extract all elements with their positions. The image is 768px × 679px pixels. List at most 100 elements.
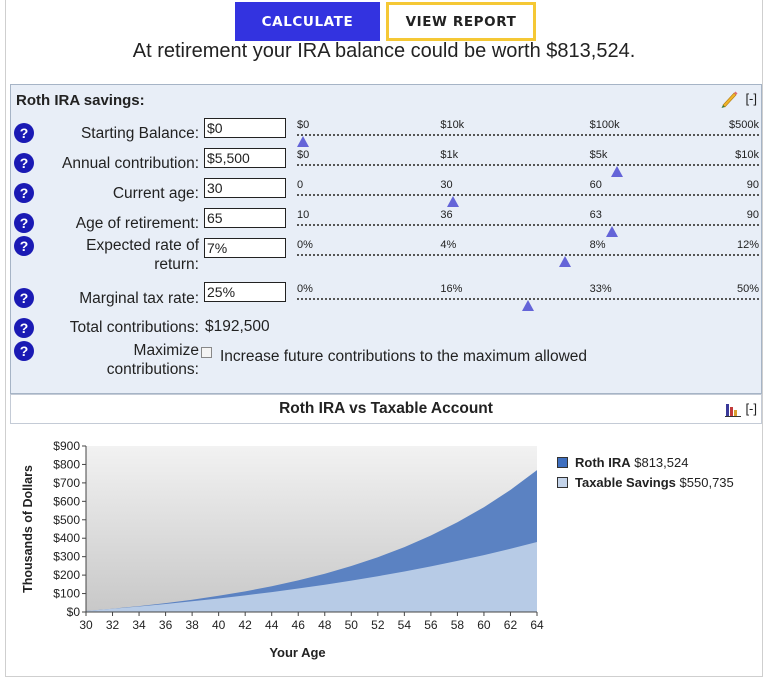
rate-of-return-label-line2: return:: [154, 256, 199, 273]
slider-tick-label: 0%: [297, 283, 313, 295]
starting-balance-input[interactable]: $0: [204, 118, 286, 138]
x-tick-label: 36: [159, 618, 173, 632]
result-headline: At retirement your IRA balance could be …: [132, 40, 636, 62]
y-tick-label: $300: [53, 550, 80, 564]
x-tick-label: 46: [292, 618, 306, 632]
help-current-age-icon[interactable]: ?: [14, 183, 34, 203]
slider-tick-label: $10k: [440, 119, 465, 131]
slider-thumb[interactable]: [522, 300, 534, 311]
starting-balance-label: Starting Balance:: [80, 125, 199, 142]
slider-tick-label: $100k: [589, 119, 620, 131]
slider-thumb[interactable]: [297, 136, 309, 147]
x-axis-label: Your Age: [269, 645, 325, 660]
maximize-checkbox[interactable]: [201, 347, 212, 358]
chart-section-title: Roth IRA vs Taxable Account: [279, 400, 493, 417]
y-tick-label: $800: [53, 457, 80, 471]
help-rate-of-return-icon[interactable]: ?: [14, 236, 34, 256]
rate-of-return-input[interactable]: 7%: [204, 238, 286, 258]
maximize-label: Maximize contributions:: [107, 341, 199, 379]
slider-tick-label: 0%: [297, 239, 313, 251]
slider-track: [297, 194, 759, 196]
slider-tick-label: 33%: [589, 283, 612, 295]
calculator-frame: [5, 0, 763, 677]
maximize-label-line1: Maximize: [133, 342, 199, 359]
y-tick-label: $600: [53, 494, 80, 508]
y-tick-label: $500: [53, 513, 80, 527]
maximize-description: Increase future contributions to the max…: [220, 348, 588, 365]
x-tick-label: 54: [398, 618, 412, 632]
annual-contribution-label: Annual contribution:: [61, 155, 199, 172]
x-tick-label: 32: [106, 618, 120, 632]
slider-tick-label: 12%: [736, 239, 759, 251]
help-maximize-icon[interactable]: ?: [14, 341, 34, 361]
help-retirement-age-icon[interactable]: ?: [14, 213, 34, 233]
legend-swatch: [557, 477, 568, 488]
starting-balance-slider[interactable]: $0 $10k $100k $500k: [297, 119, 759, 149]
x-tick-label: 50: [345, 618, 359, 632]
slider-track: [297, 254, 759, 256]
y-tick-label: $900: [53, 439, 80, 453]
retirement-age-input[interactable]: 65: [204, 208, 286, 228]
x-tick-label: 48: [318, 618, 332, 632]
y-tick-label: $0: [67, 605, 81, 619]
x-tick-label: 38: [185, 618, 199, 632]
slider-tick-label: 90: [746, 209, 759, 221]
retirement-age-slider[interactable]: 10 36 63 90: [297, 209, 759, 239]
slider-tick-label: $10k: [735, 149, 759, 161]
x-tick-label: 40: [212, 618, 226, 632]
legend-series-name: Taxable Savings: [575, 475, 676, 490]
x-tick-label: 64: [530, 618, 544, 632]
help-annual-contribution-icon[interactable]: ?: [14, 153, 34, 173]
y-tick-label: $400: [53, 531, 80, 545]
annual-contribution-slider[interactable]: $0 $1k $5k $10k: [297, 149, 759, 179]
slider-track: [297, 298, 759, 300]
roth-ira-savings-panel: Roth IRA savings: [-] ? Starting Balance…: [10, 84, 762, 394]
slider-tick-label: 16%: [440, 283, 463, 295]
slider-thumb[interactable]: [446, 196, 459, 207]
slider-thumb[interactable]: [606, 226, 619, 237]
x-tick-label: 34: [132, 618, 146, 632]
bar-chart-icon[interactable]: [725, 403, 741, 417]
chart-collapse-toggle[interactable]: [-]: [745, 401, 757, 416]
slider-tick-label: 90: [746, 179, 759, 191]
slider-thumb[interactable]: [559, 256, 572, 267]
help-total-contributions-icon[interactable]: ?: [14, 318, 34, 338]
x-tick-label: 62: [504, 618, 518, 632]
slider-tick-label: 30: [440, 179, 453, 191]
legend-item-roth-ira: Roth IRA $813,524: [557, 455, 688, 470]
slider-track: [297, 134, 759, 136]
y-tick-label: $700: [53, 476, 80, 490]
slider-track: [297, 224, 759, 226]
current-age-label: Current age:: [112, 185, 199, 202]
current-age-slider[interactable]: 0 30 60 90: [297, 179, 759, 209]
annual-contribution-input[interactable]: $5,500: [204, 148, 286, 168]
slider-tick-label: $5k: [589, 149, 608, 161]
legend-series-value: $550,735: [679, 475, 734, 490]
slider-tick-label: 10: [297, 209, 310, 221]
legend-series-name: Roth IRA: [575, 455, 631, 470]
tax-rate-input[interactable]: 25%: [204, 282, 286, 302]
help-tax-rate-icon[interactable]: ?: [14, 288, 34, 308]
x-tick-label: 52: [371, 618, 385, 632]
taxable-savings-area: [86, 542, 537, 612]
view-report-button[interactable]: VIEW REPORT: [386, 2, 536, 41]
help-starting-balance-icon[interactable]: ?: [14, 123, 34, 143]
rate-of-return-slider[interactable]: 0% 4% 8% 12%: [297, 239, 759, 269]
slider-track: [297, 164, 759, 166]
slider-tick-label: $0: [297, 119, 310, 131]
maximize-label-line2: contributions:: [106, 361, 199, 378]
x-tick-label: 44: [265, 618, 279, 632]
slider-thumb[interactable]: [610, 166, 623, 177]
roth-vs-taxable-chart: $0 $100 $200 $300 $400 $500 $600 $700 $800 $900 30…: [21, 439, 544, 660]
slider-tick-label: 4%: [440, 239, 457, 251]
panel-title: Roth IRA savings:: [16, 92, 145, 109]
calculate-button[interactable]: CALCULATE: [235, 2, 380, 41]
panel-collapse-toggle[interactable]: [-]: [745, 91, 757, 106]
rate-of-return-label-line1: Expected rate of: [86, 237, 199, 254]
x-tick-label: 60: [477, 618, 491, 632]
current-age-input[interactable]: 30: [204, 178, 286, 198]
x-tick-label: 58: [451, 618, 465, 632]
pencil-icon[interactable]: [719, 90, 739, 108]
rate-of-return-label: Expected rate of return:: [86, 236, 199, 274]
tax-rate-slider[interactable]: 0% 16% 33% 50%: [297, 283, 759, 313]
